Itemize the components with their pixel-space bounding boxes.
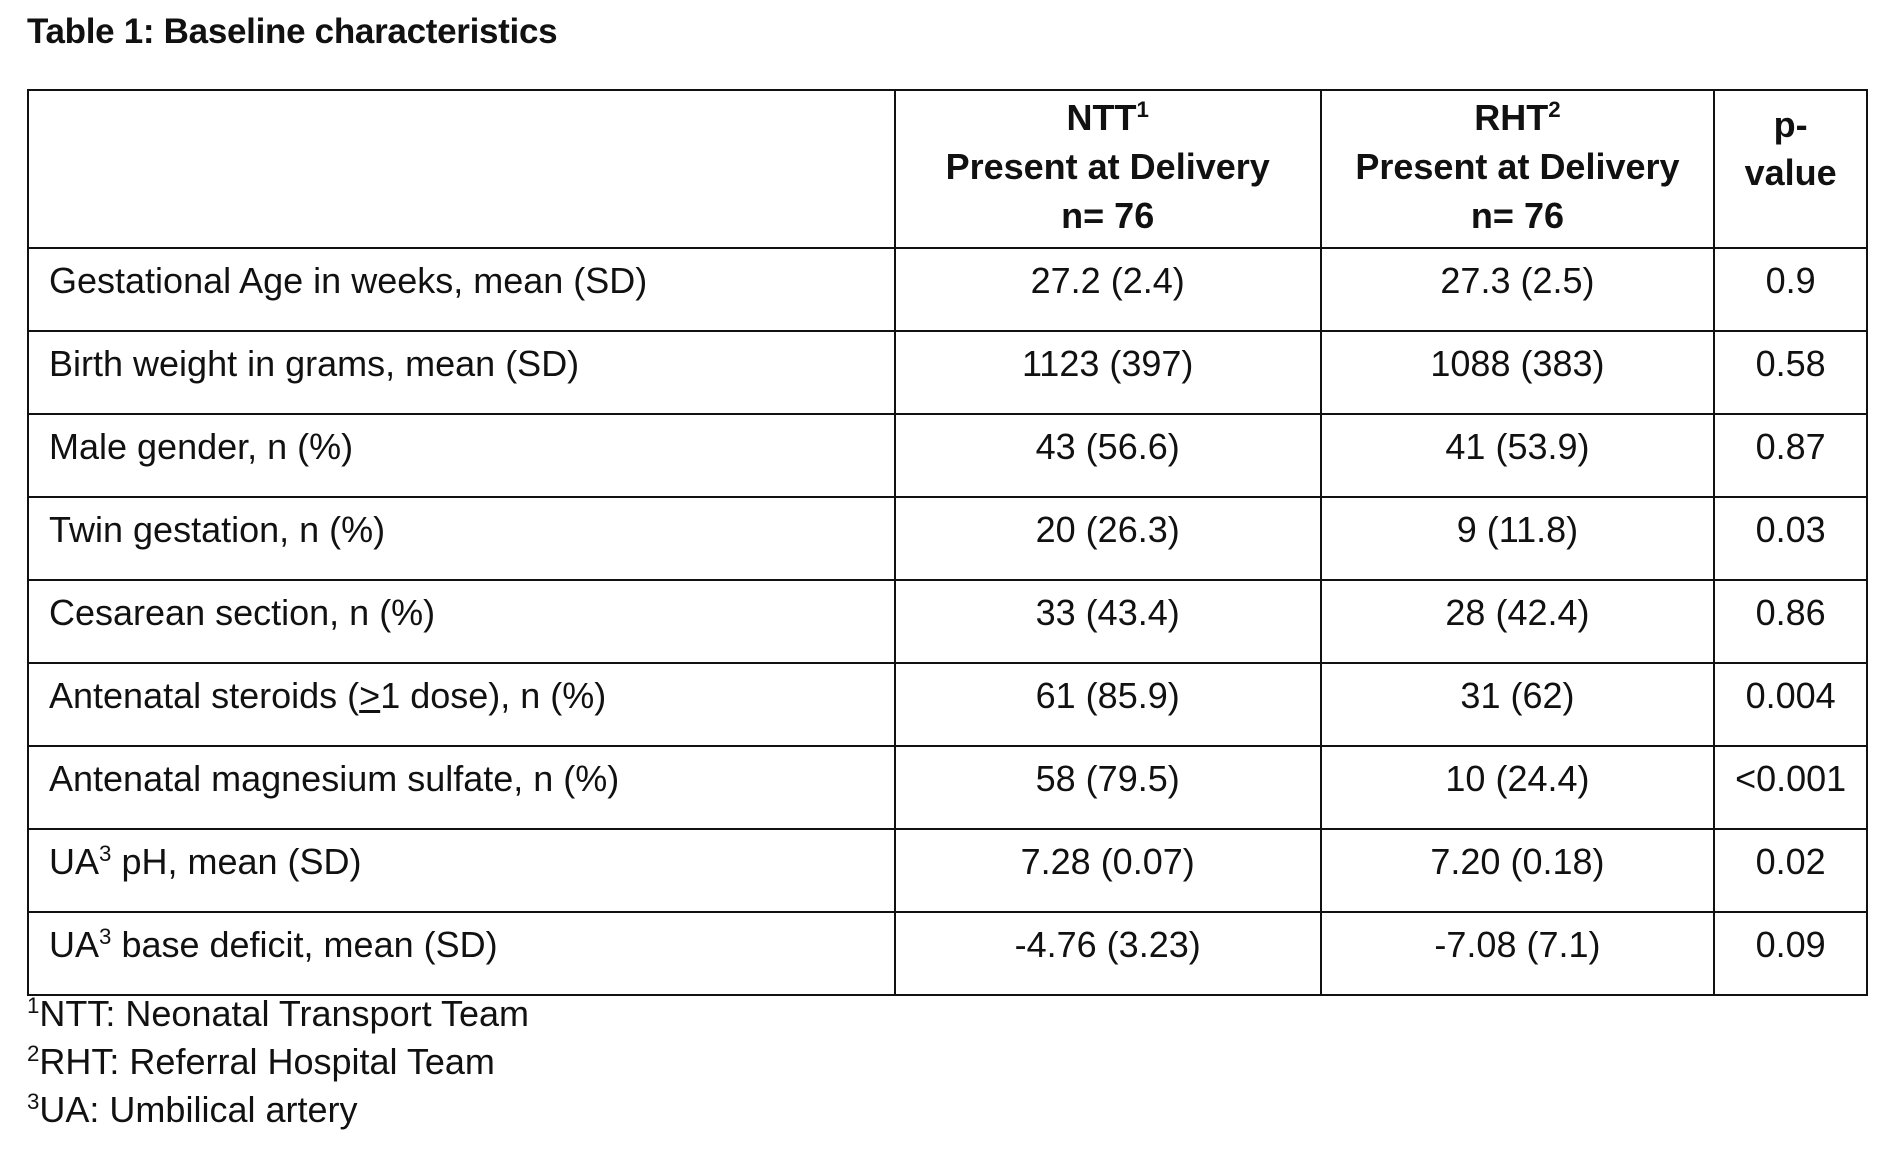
header-rht-cell: RHT2 Present at Delivery n= 76 xyxy=(1319,89,1716,249)
ntt-value: 1123 (397) xyxy=(893,330,1322,415)
header-rht-abbr: RHT xyxy=(1474,97,1549,138)
p-value: 0.02 xyxy=(1713,828,1868,913)
p-value: 0.03 xyxy=(1713,496,1868,581)
p-value: 0.004 xyxy=(1713,662,1868,747)
row-label-end: pH, mean (SD) xyxy=(111,841,362,882)
ntt-value: 58 (79.5) xyxy=(893,745,1322,830)
footnote-ntt: 1NTT: Neonatal Transport Team xyxy=(27,990,529,1038)
row-label-start: UA xyxy=(49,841,100,882)
row-label: Twin gestation, n (%) xyxy=(27,496,896,581)
rht-value: 27.3 (2.5) xyxy=(1319,247,1716,332)
row-label: Antenatal magnesium sulfate, n (%) xyxy=(27,745,896,830)
footnotes: 1NTT: Neonatal Transport Team 2RHT: Refe… xyxy=(27,990,529,1134)
ntt-value: 33 (43.4) xyxy=(893,579,1322,664)
row-label: Cesarean section, n (%) xyxy=(27,579,896,664)
table-title: Table 1: Baseline characteristics xyxy=(27,12,558,51)
header-ntt-abbr: NTT xyxy=(1066,97,1137,138)
row-label-end: base deficit, mean (SD) xyxy=(111,924,498,965)
header-ntt-line2: Present at Delivery xyxy=(945,146,1270,187)
header-row: NTT1 Present at Delivery n= 76 RHT2 Pres… xyxy=(27,89,1868,249)
footnote-text: NTT: Neonatal Transport Team xyxy=(39,993,529,1034)
header-ntt-line3: n= 76 xyxy=(1061,195,1155,236)
header-ntt-line1: NTT1 xyxy=(896,93,1320,142)
rht-value: 7.20 (0.18) xyxy=(1319,828,1716,913)
header-rht-line3: n= 76 xyxy=(1470,195,1564,236)
ntt-value: 7.28 (0.07) xyxy=(893,828,1322,913)
row-label: Gestational Age in weeks, mean (SD) xyxy=(27,247,896,332)
header-pvalue-line2: value xyxy=(1744,152,1837,193)
rht-value: 1088 (383) xyxy=(1319,330,1716,415)
header-pvalue-line1: p- xyxy=(1773,104,1808,145)
table-row-ua-ph: UA3 pH, mean (SD) 7.28 (0.07) 7.20 (0.18… xyxy=(27,828,1868,913)
row-label: Birth weight in grams, mean (SD) xyxy=(27,330,896,415)
header-rht-line1: RHT2 xyxy=(1322,93,1714,142)
p-value: 0.09 xyxy=(1713,911,1868,996)
table-header: NTT1 Present at Delivery n= 76 RHT2 Pres… xyxy=(27,89,1868,249)
footnote-number: 1 xyxy=(27,993,40,1018)
footnote-mark: 3 xyxy=(99,841,112,866)
header-pvalue-cell: p- value xyxy=(1713,89,1868,249)
row-label: UA3 base deficit, mean (SD) xyxy=(27,911,896,996)
table-row-birth-weight: Birth weight in grams, mean (SD) 1123 (3… xyxy=(27,330,1868,415)
header-rht-footnote-mark: 2 xyxy=(1548,97,1561,122)
footnote-rht: 2RHT: Referral Hospital Team xyxy=(27,1038,529,1086)
rht-value: 9 (11.8) xyxy=(1319,496,1716,581)
row-label-start: Antenatal steroids ( xyxy=(49,675,360,716)
rht-value: 31 (62) xyxy=(1319,662,1716,747)
table-row-ua-base-deficit: UA3 base deficit, mean (SD) -4.76 (3.23)… xyxy=(27,911,1868,996)
header-label-cell xyxy=(27,89,896,249)
table-body: Gestational Age in weeks, mean (SD) 27.2… xyxy=(27,247,1868,996)
row-label: Male gender, n (%) xyxy=(27,413,896,498)
rht-value: 28 (42.4) xyxy=(1319,579,1716,664)
p-value: 0.87 xyxy=(1713,413,1868,498)
table-row-antenatal-magnesium: Antenatal magnesium sulfate, n (%) 58 (7… xyxy=(27,745,1868,830)
table-row-cesarean-section: Cesarean section, n (%) 33 (43.4) 28 (42… xyxy=(27,579,1868,664)
ntt-value: 20 (26.3) xyxy=(893,496,1322,581)
footnote-text: UA: Umbilical artery xyxy=(39,1089,358,1130)
p-value: <0.001 xyxy=(1713,745,1868,830)
table-row-antenatal-steroids: Antenatal steroids (>1 dose), n (%) 61 (… xyxy=(27,662,1868,747)
table-row-male-gender: Male gender, n (%) 43 (56.6) 41 (53.9) 0… xyxy=(27,413,1868,498)
greater-or-equal-symbol: > xyxy=(359,675,381,716)
ntt-value: -4.76 (3.23) xyxy=(893,911,1322,996)
footnote-number: 3 xyxy=(27,1089,40,1114)
ntt-value: 27.2 (2.4) xyxy=(893,247,1322,332)
row-label: Antenatal steroids (>1 dose), n (%) xyxy=(27,662,896,747)
header-ntt-cell: NTT1 Present at Delivery n= 76 xyxy=(893,89,1322,249)
p-value: 0.86 xyxy=(1713,579,1868,664)
rht-value: 41 (53.9) xyxy=(1319,413,1716,498)
p-value: 0.58 xyxy=(1713,330,1868,415)
baseline-characteristics-table: NTT1 Present at Delivery n= 76 RHT2 Pres… xyxy=(27,89,1868,996)
header-ntt-footnote-mark: 1 xyxy=(1136,97,1149,122)
footnote-number: 2 xyxy=(27,1041,40,1066)
ntt-value: 61 (85.9) xyxy=(893,662,1322,747)
table-row-gestational-age: Gestational Age in weeks, mean (SD) 27.2… xyxy=(27,247,1868,332)
row-label-end: 1 dose), n (%) xyxy=(380,675,607,716)
p-value: 0.9 xyxy=(1713,247,1868,332)
row-label-start: UA xyxy=(49,924,100,965)
rht-value: 10 (24.4) xyxy=(1319,745,1716,830)
row-label: UA3 pH, mean (SD) xyxy=(27,828,896,913)
header-rht-line2: Present at Delivery xyxy=(1355,146,1680,187)
table-row-twin-gestation: Twin gestation, n (%) 20 (26.3) 9 (11.8)… xyxy=(27,496,1868,581)
rht-value: -7.08 (7.1) xyxy=(1319,911,1716,996)
ntt-value: 43 (56.6) xyxy=(893,413,1322,498)
footnote-mark: 3 xyxy=(99,924,112,949)
footnote-ua: 3UA: Umbilical artery xyxy=(27,1086,529,1134)
footnote-text: RHT: Referral Hospital Team xyxy=(39,1041,495,1082)
